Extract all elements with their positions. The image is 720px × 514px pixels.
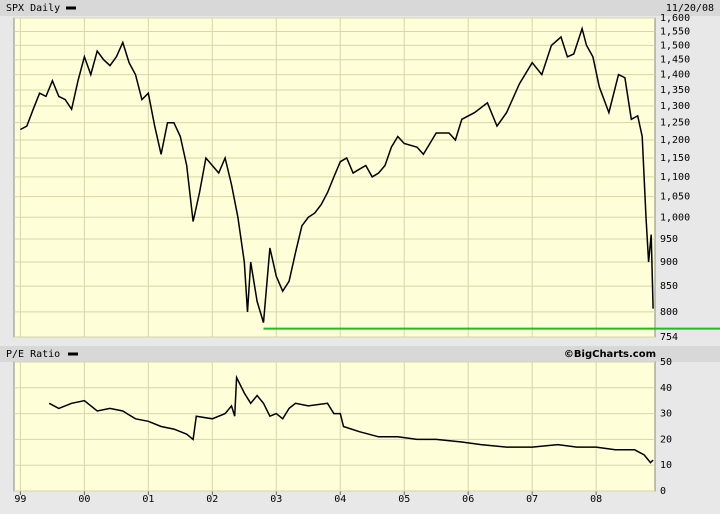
chart-title: P/E Ratio	[6, 349, 60, 360]
plot-area	[13, 361, 656, 492]
y-tick-label: 950	[660, 234, 678, 245]
y-tick-label: 1,200	[660, 135, 690, 146]
header-bar	[0, 0, 720, 16]
y-tick-label: 1,400	[660, 70, 690, 81]
y-tick-label: 850	[660, 281, 678, 292]
x-tick-label: 05	[398, 494, 410, 505]
y-tick-label: 20	[660, 434, 672, 445]
price-line	[20, 26, 654, 323]
x-tick-label: 03	[270, 494, 282, 505]
y-tick-label: 1,500	[660, 40, 690, 51]
header-bar	[0, 346, 720, 362]
y-tick-label: 1,100	[660, 172, 690, 183]
x-tick-label: 08	[590, 494, 602, 505]
y-tick-label: 50	[660, 357, 672, 368]
x-tick-label: 06	[462, 494, 474, 505]
y-tick-label: 1,600	[660, 13, 690, 24]
x-tick-label: 00	[78, 494, 90, 505]
y-tick-label: 1,300	[660, 101, 690, 112]
y-tick-label: 800	[660, 307, 678, 318]
x-tick-label: 99	[14, 494, 26, 505]
y-tick-label: 1,450	[660, 55, 690, 66]
date-label: 11/20/08	[666, 3, 714, 14]
y-tick-label: 1,250	[660, 118, 690, 129]
y-tick-label: 40	[660, 383, 672, 394]
y-tick-label: 1,050	[660, 192, 690, 203]
y-tick-label: 754	[660, 332, 678, 343]
y-tick-label: 1,000	[660, 212, 690, 223]
x-tick-label: 07	[526, 494, 538, 505]
x-tick-label: 02	[206, 494, 218, 505]
y-tick-label: 10	[660, 460, 672, 471]
chart-title: SPX Daily	[6, 3, 60, 14]
x-tick-label: 04	[334, 494, 346, 505]
y-tick-label: 1,150	[660, 153, 690, 164]
credit: ©BigCharts.com	[564, 349, 656, 360]
y-tick-label: 1,550	[660, 26, 690, 37]
price-line	[48, 374, 654, 464]
x-tick-label: 01	[142, 494, 154, 505]
y-tick-label: 1,350	[660, 85, 690, 96]
y-tick-label: 30	[660, 409, 672, 420]
y-tick-label: 0	[660, 486, 666, 497]
plot-area	[13, 17, 656, 338]
y-tick-label: 900	[660, 257, 678, 268]
